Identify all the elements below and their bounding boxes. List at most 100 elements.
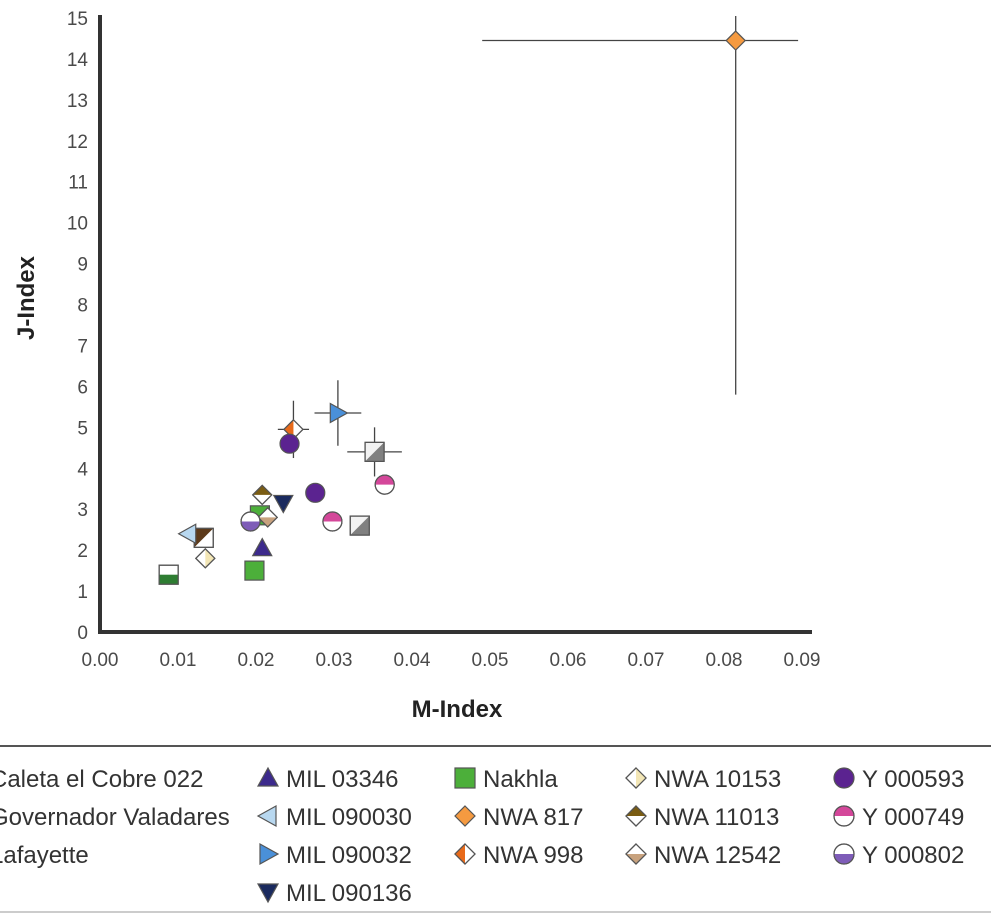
x-tick-label: 0.08 — [706, 650, 743, 671]
marker-triangle-up — [251, 537, 273, 557]
x-tick-label: 0.04 — [394, 650, 431, 671]
x-tick-label: 0.05 — [472, 650, 509, 671]
legend-item: Nakhla — [454, 766, 558, 793]
marker-square-fill — [365, 442, 385, 462]
y-tick-label: 2 — [77, 541, 88, 562]
legend-item: Governador Valadares — [0, 804, 230, 831]
data-point — [244, 560, 265, 581]
marker-circle-outline — [322, 511, 343, 532]
marker-diamond-fill — [626, 854, 646, 864]
marker-triangle-left — [256, 804, 277, 828]
x-tick-label: 0.09 — [784, 650, 821, 671]
marker-square-fill — [194, 528, 214, 548]
marker-diamond-outline — [194, 547, 216, 569]
marker-circle-outline — [240, 511, 261, 532]
data-point — [251, 484, 273, 506]
legend-item: Y 000749 — [833, 804, 964, 831]
legend-item: NWA 10153 — [625, 766, 781, 793]
legend-label: Nakhla — [483, 766, 558, 793]
x-tick-labels: 0.00 0.01 0.02 0.03 0.04 0.05 0.06 0.07 0.08 0.09 — [82, 650, 821, 671]
legend-label: MIL 090030 — [286, 804, 412, 831]
data-point — [193, 527, 214, 548]
marker-square-outline — [364, 441, 385, 462]
data-point — [272, 494, 294, 514]
data-point — [251, 537, 273, 557]
legend-label: Y 000802 — [862, 842, 964, 869]
legend-item: MIL 090032 — [259, 842, 412, 869]
data-point — [257, 507, 279, 528]
marker-square-outline — [349, 515, 370, 536]
y-tick-label: 7 — [77, 336, 88, 357]
marker-circle-fill — [322, 511, 342, 522]
marker-circle-fill — [834, 854, 854, 864]
marker-circle — [833, 767, 855, 789]
data-point — [194, 547, 216, 569]
y-tick-label: 6 — [77, 377, 88, 398]
legend-item: MIL 090030 — [256, 804, 412, 831]
legend: Caleta el Cobre 022 Governador Valadares L… — [0, 766, 964, 907]
marker-diamond-fill — [455, 844, 465, 864]
legend-label: Y 000749 — [862, 804, 964, 831]
legend-item: Y 000802 — [833, 842, 964, 869]
marker-circle — [305, 482, 326, 503]
marker-diamond-outline — [251, 484, 273, 506]
data-point — [177, 523, 197, 545]
marker-diamond-outline — [257, 507, 279, 528]
y-axis-title: J-Index — [13, 255, 40, 340]
data-point — [374, 474, 395, 495]
error-bars — [277, 15, 799, 477]
y-tick-label: 9 — [77, 255, 88, 276]
data-point — [305, 482, 326, 503]
y-tick-label: 8 — [77, 296, 88, 317]
marker-square — [454, 767, 476, 789]
marker-diamond-fill — [626, 806, 646, 816]
marker-circle-fill — [241, 521, 261, 531]
marker-diamond-fill — [252, 485, 272, 495]
y-tick-label: 13 — [67, 91, 88, 112]
data-point — [279, 433, 300, 454]
legend-label: Lafayette — [0, 842, 89, 869]
legend-label: Y 000593 — [862, 766, 964, 793]
marker-triangle-up — [256, 766, 280, 787]
data-point — [322, 511, 343, 532]
y-tick-label: 1 — [77, 582, 88, 603]
marker-diamond-fill — [258, 517, 278, 527]
x-tick-label: 0.01 — [160, 650, 197, 671]
legend-label: NWA 11013 — [654, 804, 779, 831]
marker-circle-fill — [375, 475, 395, 485]
marker-square-fill — [350, 516, 370, 536]
legend-label: MIL 03346 — [286, 766, 399, 793]
marker-diamond-fill — [205, 548, 215, 568]
marker-square-outline — [158, 564, 179, 585]
legend-item: NWA 998 — [454, 842, 584, 869]
y-tick-label: 11 — [68, 173, 88, 194]
y-tick-label: 14 — [67, 50, 89, 71]
axes — [98, 15, 812, 634]
marker-circle-outline — [374, 474, 395, 495]
y-tick-label: 5 — [77, 418, 88, 439]
marker-circle-outline — [833, 843, 855, 865]
data-point — [240, 511, 261, 532]
x-tick-label: 0.07 — [628, 650, 665, 671]
y-tick-label: 12 — [67, 132, 88, 153]
legend-label: NWA 10153 — [654, 766, 781, 793]
x-axis-title: M-Index — [412, 696, 503, 723]
marker-triangle-right — [329, 402, 349, 424]
legend-item: Y 000593 — [833, 766, 964, 793]
x-tick-label: 0.02 — [238, 650, 275, 671]
x-tick-label: 0.03 — [316, 650, 353, 671]
marker-square — [244, 560, 265, 581]
legend-label: NWA 817 — [483, 804, 584, 831]
x-tick-label: 0.00 — [82, 650, 119, 671]
marker-diamond — [725, 30, 747, 51]
legend-label: NWA 998 — [483, 842, 584, 869]
y-tick-label: 3 — [77, 500, 88, 521]
legend-label: NWA 12542 — [654, 842, 781, 869]
data-point — [158, 564, 179, 585]
marker-triangle-right — [259, 842, 280, 866]
legend-item: Caleta el Cobre 022 — [0, 766, 203, 793]
marker-triangle-left — [177, 523, 197, 545]
legend-label: Caleta el Cobre 022 — [0, 766, 203, 793]
